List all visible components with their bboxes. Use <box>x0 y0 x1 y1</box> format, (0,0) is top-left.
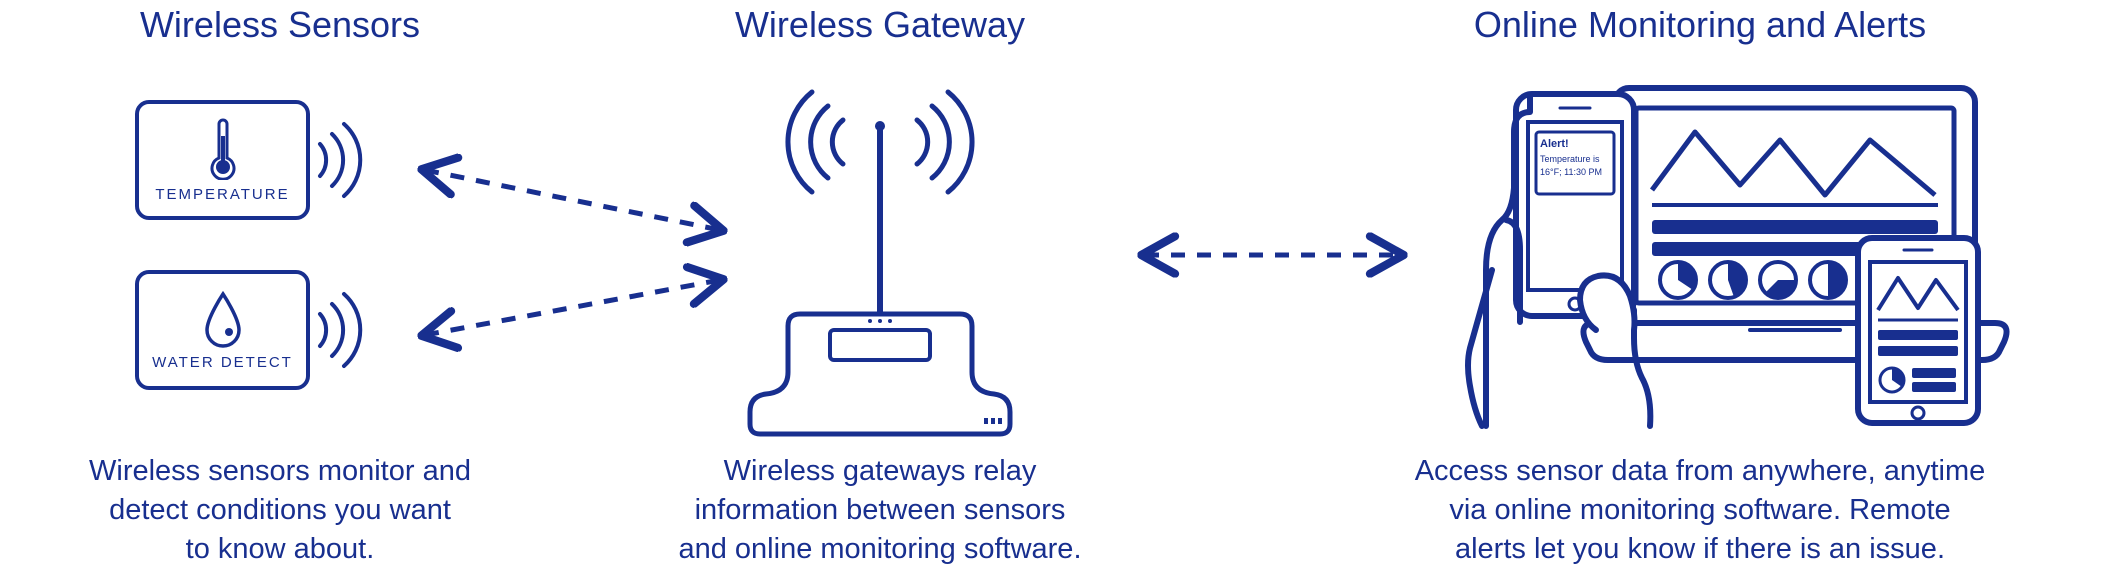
water-sensor-box: WATER DETECT <box>135 270 310 390</box>
svg-text:16°F; 11:30 PM: 16°F; 11:30 PM <box>1540 167 1602 177</box>
gateway-column: Wireless Gateway <box>600 4 1160 64</box>
monitoring-column: Online Monitoring and Alerts <box>1310 4 2090 64</box>
sensors-title: Wireless Sensors <box>140 4 420 46</box>
gateway-device-icon <box>740 62 1020 442</box>
thermometer-icon <box>208 118 238 180</box>
devices-illustration: Alert! Temperature is 16°F; 11:30 PM <box>1420 70 2020 430</box>
water-sensor-label: WATER DETECT <box>152 354 293 371</box>
svg-text:Temperature is: Temperature is <box>1540 154 1600 164</box>
water-drop-icon <box>201 290 245 348</box>
monitoring-title: Online Monitoring and Alerts <box>1474 4 1926 46</box>
gateway-desc: Wireless gateways relay information betw… <box>560 452 1200 569</box>
svg-text:Alert!: Alert! <box>1540 138 1569 150</box>
signal-waves-icon <box>314 290 369 370</box>
gateway-title: Wireless Gateway <box>735 4 1025 46</box>
sensors-column: Wireless Sensors <box>0 4 560 64</box>
signal-waves-icon <box>314 120 369 200</box>
temperature-sensor-box: TEMPERATURE <box>135 100 310 220</box>
sensors-desc: Wireless sensors monitor and detect cond… <box>0 452 560 569</box>
temperature-sensor-label: TEMPERATURE <box>155 186 289 203</box>
monitoring-desc: Access sensor data from anywhere, anytim… <box>1280 452 2118 569</box>
